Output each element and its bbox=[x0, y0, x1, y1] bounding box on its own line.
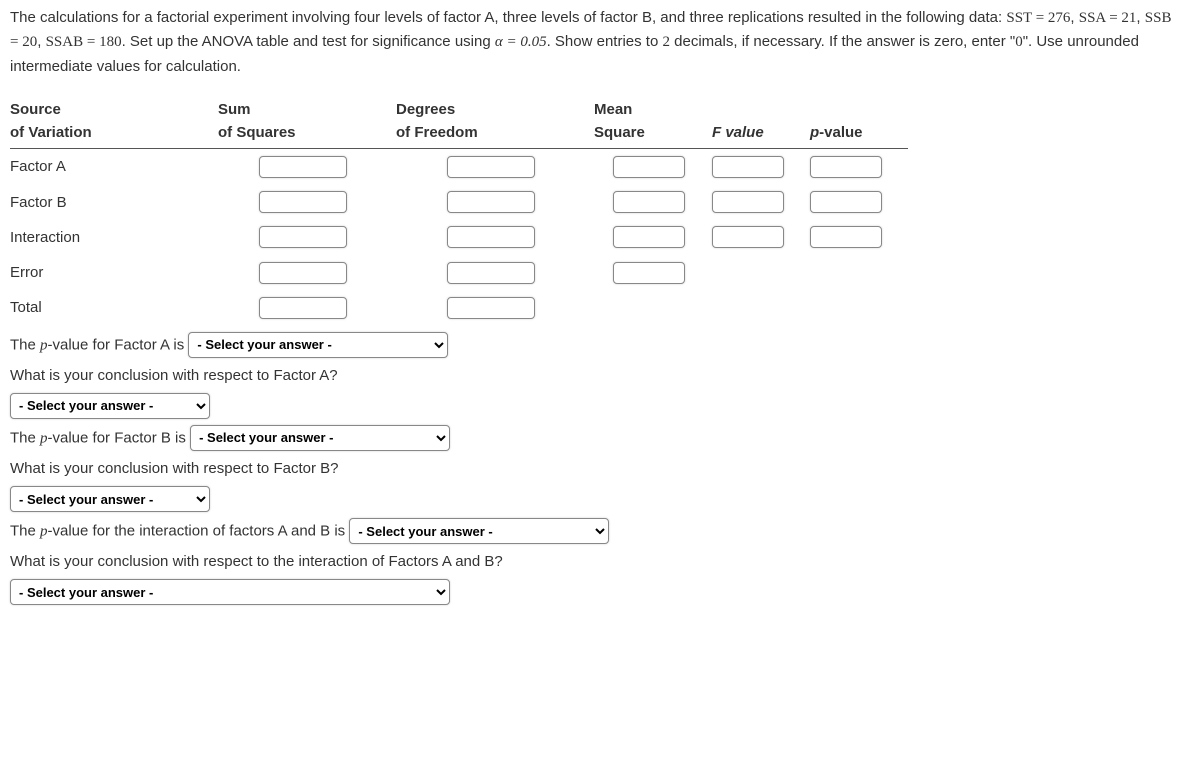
eq-alpha: α = 0.05 bbox=[495, 34, 547, 50]
header-p-value: p-value bbox=[810, 94, 908, 149]
input-ss-err[interactable] bbox=[259, 262, 347, 284]
input-pv-a[interactable] bbox=[810, 156, 882, 178]
header-source: Sourceof Variation bbox=[10, 94, 218, 149]
select-pvalue-b[interactable]: - Select your answer - bbox=[190, 425, 450, 451]
intro-text-3: . Show entries to bbox=[547, 33, 663, 50]
label-interaction: Interaction bbox=[10, 220, 218, 255]
intro-text-2: . Set up the ANOVA table and test for si… bbox=[122, 33, 495, 50]
row-total: Total bbox=[10, 290, 908, 325]
input-ms-b[interactable] bbox=[613, 191, 685, 213]
input-ms-a[interactable] bbox=[613, 156, 685, 178]
select-pvalue-a[interactable]: - Select your answer - bbox=[188, 332, 448, 358]
input-ss-b[interactable] bbox=[259, 191, 347, 213]
input-fv-a[interactable] bbox=[712, 156, 784, 178]
input-df-a[interactable] bbox=[447, 156, 535, 178]
select-conclusion-a[interactable]: - Select your answer - bbox=[10, 393, 210, 419]
eq-sst: SST = 276 bbox=[1006, 10, 1070, 26]
question-pvalue-a: The p-value for Factor A is - Select you… bbox=[10, 332, 1182, 358]
input-pv-ab[interactable] bbox=[810, 226, 882, 248]
question-conclusion-b-label: What is your conclusion with respect to … bbox=[10, 457, 1182, 480]
label-total: Total bbox=[10, 290, 218, 325]
input-ss-tot[interactable] bbox=[259, 297, 347, 319]
input-ms-err[interactable] bbox=[613, 262, 685, 284]
question-pvalue-ab: The p-value for the interaction of facto… bbox=[10, 518, 1182, 544]
question-conclusion-ab-label: What is your conclusion with respect to … bbox=[10, 550, 1182, 573]
input-df-err[interactable] bbox=[447, 262, 535, 284]
select-conclusion-ab[interactable]: - Select your answer - bbox=[10, 579, 450, 605]
eq-ssab: SSAB = 180 bbox=[46, 34, 122, 50]
input-df-tot[interactable] bbox=[447, 297, 535, 319]
label-factor-b: Factor B bbox=[10, 185, 218, 220]
row-factor-a: Factor A bbox=[10, 149, 908, 185]
question-pvalue-b: The p-value for Factor B is - Select you… bbox=[10, 425, 1182, 451]
header-f-value: F value bbox=[712, 94, 810, 149]
input-ss-ab[interactable] bbox=[259, 226, 347, 248]
eq-ssa: SSA = 21 bbox=[1079, 10, 1137, 26]
two: 2 bbox=[663, 34, 671, 50]
anova-table: Sourceof Variation Sumof Squares Degrees… bbox=[10, 94, 908, 326]
input-pv-b[interactable] bbox=[810, 191, 882, 213]
zero: 0 bbox=[1015, 34, 1023, 50]
problem-statement: The calculations for a factorial experim… bbox=[10, 6, 1182, 78]
header-mean-square: MeanSquare bbox=[594, 94, 712, 149]
input-fv-ab[interactable] bbox=[712, 226, 784, 248]
intro-text-4: decimals, if necessary. If the answer is… bbox=[670, 33, 1015, 50]
select-pvalue-ab[interactable]: - Select your answer - bbox=[349, 518, 609, 544]
row-interaction: Interaction bbox=[10, 220, 908, 255]
input-ss-a[interactable] bbox=[259, 156, 347, 178]
label-error: Error bbox=[10, 255, 218, 290]
question-conclusion-a-label: What is your conclusion with respect to … bbox=[10, 364, 1182, 387]
header-sum-squares: Sumof Squares bbox=[218, 94, 396, 149]
input-df-ab[interactable] bbox=[447, 226, 535, 248]
header-degrees-freedom: Degreesof Freedom bbox=[396, 94, 594, 149]
row-factor-b: Factor B bbox=[10, 185, 908, 220]
select-conclusion-b[interactable]: - Select your answer - bbox=[10, 486, 210, 512]
input-df-b[interactable] bbox=[447, 191, 535, 213]
label-factor-a: Factor A bbox=[10, 149, 218, 185]
intro-text-1: The calculations for a factorial experim… bbox=[10, 9, 1006, 26]
input-fv-b[interactable] bbox=[712, 191, 784, 213]
row-error: Error bbox=[10, 255, 908, 290]
input-ms-ab[interactable] bbox=[613, 226, 685, 248]
